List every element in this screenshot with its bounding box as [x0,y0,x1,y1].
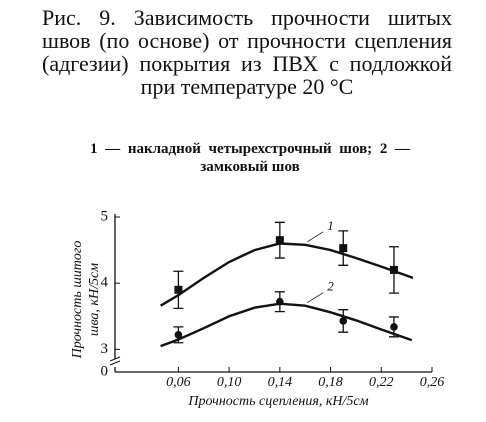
leader [306,292,324,304]
fit-curve [160,302,413,348]
point [174,285,183,294]
x-tick-label: 0,26 [420,375,445,390]
x-tick-label: 0,06 [166,375,191,390]
leader [306,231,324,243]
x-tick-label: 0,22 [369,375,394,390]
point [339,244,348,253]
point [339,317,348,325]
y-tick-label: 5 [101,208,109,224]
series: 2 [160,279,413,348]
x-axis-label: Прочность сцепления, кН/5см [187,394,368,409]
point [389,265,398,274]
point [276,297,284,306]
y-axis-label: шва, кН/5см [87,263,102,336]
y-tick-label: 4 [101,275,109,291]
series: 1 [159,218,414,309]
series-label: 1 [327,218,334,233]
figure-caption: Рис. 9. Зависимость прочности шитых швов… [42,5,452,99]
x-tick-label: 0,14 [268,375,293,390]
axis-break [109,356,121,366]
y-axis-label: Прочность шитого [70,241,85,360]
point [390,323,398,331]
point [275,236,284,245]
x-tick-label: 0,18 [318,375,343,390]
y-tick-label: 0 [101,363,109,379]
figure-legend-caption: 1 — накладной четырехстрочный шов; 2 — з… [90,141,410,175]
point [174,331,183,339]
y-tick-label: 3 [101,341,109,357]
fit-curve [159,242,414,307]
series-label: 2 [327,279,334,294]
x-tick-label: 0,10 [217,375,242,390]
